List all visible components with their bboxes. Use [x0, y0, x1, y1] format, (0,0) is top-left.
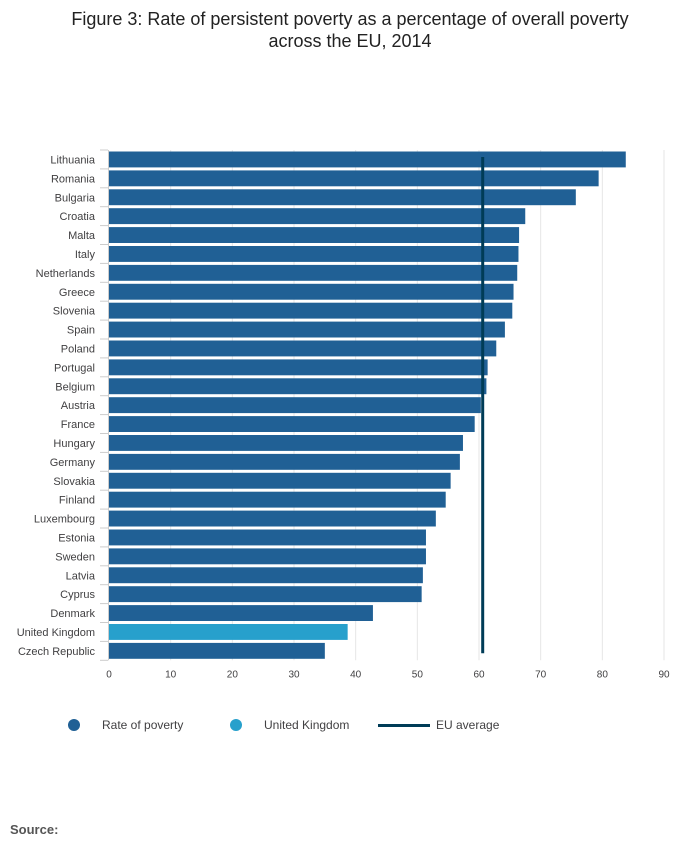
bar [109, 151, 626, 168]
category-label: Austria [61, 400, 96, 412]
legend-marker-rate [68, 719, 80, 731]
bar [109, 548, 426, 565]
x-tick-label: 60 [473, 669, 485, 680]
category-label: France [61, 419, 95, 431]
bar [109, 416, 475, 432]
bar [109, 397, 481, 414]
category-label: Spain [67, 325, 95, 337]
bar [109, 605, 373, 621]
x-tick-label: 0 [106, 669, 112, 680]
category-label: Latvia [66, 570, 96, 582]
legend-marker-uk [230, 719, 242, 731]
bar [109, 586, 422, 603]
bar [109, 567, 423, 584]
legend-item-rate[interactable]: Rate of poverty [68, 716, 183, 734]
category-label: Croatia [60, 211, 96, 223]
bar [109, 170, 599, 187]
legend-label-uk: United Kingdom [264, 718, 350, 732]
x-tick-label: 20 [227, 669, 239, 680]
bar [109, 208, 526, 225]
category-label: Italy [75, 249, 96, 261]
bar [109, 642, 325, 659]
bar [109, 453, 460, 470]
bar [109, 624, 348, 640]
bar-chart: 0 10 20 30 40 50 60 70 80 90 Lithuania Romania Bulga… [17, 149, 670, 680]
x-tick-label: 10 [165, 669, 177, 680]
category-label: Greece [59, 287, 95, 299]
chart-title-line-2: across the EU, 2014 [268, 31, 432, 51]
category-label: Hungary [53, 438, 95, 450]
category-label: Cyprus [60, 589, 95, 601]
category-label: Czech Republic [18, 646, 96, 658]
bar [109, 189, 576, 206]
legend-label-eu-average: EU average [436, 718, 500, 732]
x-tick-label: 40 [350, 669, 362, 680]
category-label: Portugal [54, 362, 95, 374]
bar [109, 227, 520, 243]
bar [109, 246, 519, 262]
legend-item-uk[interactable]: United Kingdom [230, 716, 349, 734]
category-label: Malta [68, 230, 96, 242]
category-label: Romania [51, 173, 96, 185]
bar [109, 264, 518, 281]
category-label: Sweden [55, 551, 95, 563]
category-label: Poland [61, 343, 95, 355]
x-tick-label: 80 [597, 669, 609, 680]
source-label: Source: [10, 822, 59, 837]
category-label: Slovenia [53, 306, 96, 318]
bar [109, 529, 426, 546]
category-label: Netherlands [36, 268, 96, 280]
bar [109, 435, 463, 451]
category-label: Belgium [55, 381, 95, 393]
x-tick-label: 90 [658, 669, 670, 680]
x-tick-label: 70 [535, 669, 547, 680]
legend-marker-eu-average [378, 723, 430, 727]
legend-label-rate: Rate of poverty [102, 718, 184, 732]
category-label: Slovakia [53, 476, 95, 488]
bar [109, 472, 451, 489]
category-label: United Kingdom [17, 627, 95, 639]
category-label: Luxembourg [34, 514, 95, 526]
x-tick-label: 50 [412, 669, 424, 680]
bar [109, 340, 497, 357]
bar [109, 302, 513, 319]
chart-title-line-1: Figure 3: Rate of persistent poverty as … [71, 9, 629, 29]
category-label: Denmark [50, 608, 95, 620]
bar [109, 359, 488, 376]
category-label: Lithuania [50, 154, 96, 166]
x-tick-label: 30 [288, 669, 300, 680]
legend-item-eu-average[interactable]: EU average [378, 716, 499, 734]
category-label: Finland [59, 495, 95, 507]
category-label: Estonia [58, 532, 96, 544]
bar [109, 283, 514, 300]
category-label: Bulgaria [55, 192, 96, 204]
category-label: Germany [50, 457, 96, 469]
bar [109, 510, 436, 527]
chart-title: Figure 3: Rate of persistent poverty as … [0, 8, 700, 52]
bar [109, 321, 505, 338]
bar [109, 378, 487, 395]
bar [109, 491, 446, 508]
